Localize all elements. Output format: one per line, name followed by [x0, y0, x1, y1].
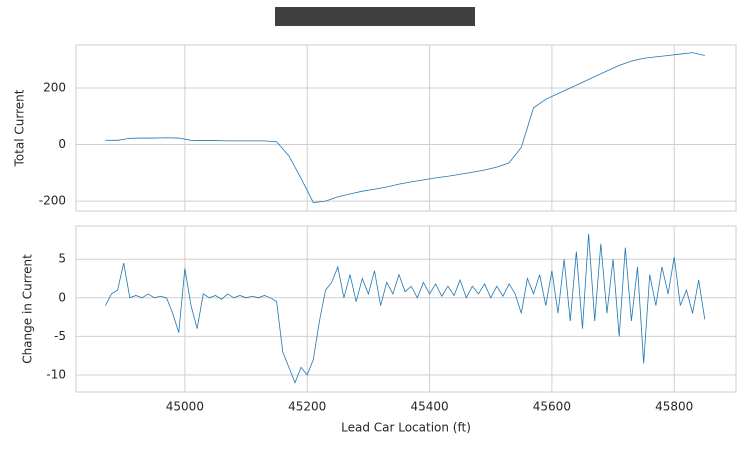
x-tick-label: 45000 — [166, 400, 204, 414]
y-tick-label: -5 — [54, 329, 66, 343]
y-tick-label: 200 — [43, 80, 66, 94]
y-tick-label: 0 — [58, 290, 66, 304]
x-tick-label: 45200 — [288, 400, 326, 414]
y-axis-label: Total Current — [13, 89, 27, 167]
x-tick-label: 45600 — [533, 400, 571, 414]
y-tick-label: 5 — [58, 252, 66, 266]
data-line — [105, 233, 706, 384]
x-axis-label: Lead Car Location (ft) — [341, 421, 471, 435]
plot-frame — [75, 225, 737, 393]
x-tick-label: 45400 — [410, 400, 448, 414]
y-axis-label: Change in Current — [21, 254, 35, 364]
y-tick-label: -10 — [46, 368, 66, 382]
redacted-title — [275, 7, 475, 26]
y-tick-label: -200 — [39, 194, 66, 208]
x-tick-label: 45800 — [655, 400, 693, 414]
data-line — [105, 52, 705, 203]
plot-frame — [75, 44, 737, 212]
y-tick-label: 0 — [58, 137, 66, 151]
